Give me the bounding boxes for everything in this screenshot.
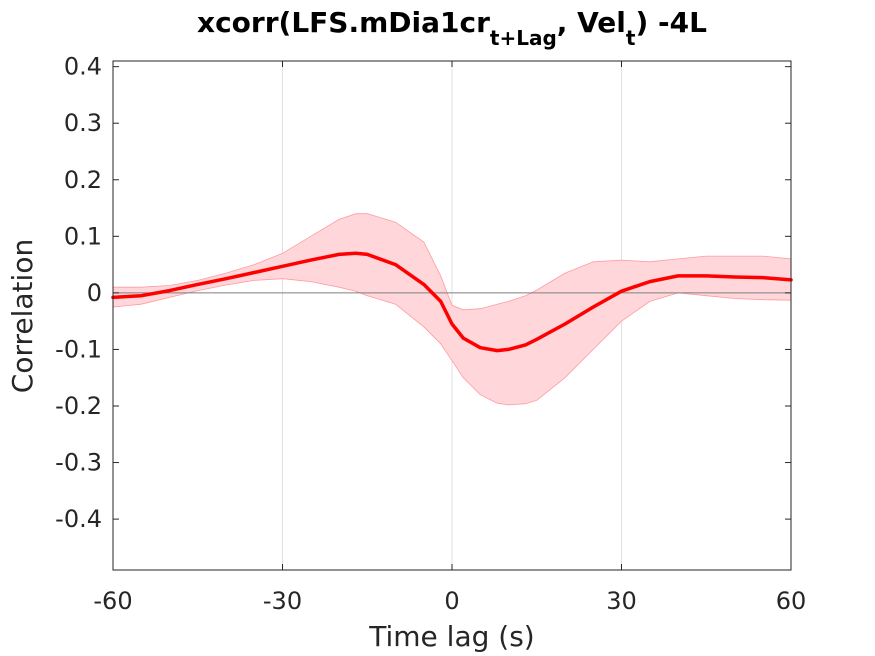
mean-line-layer [111,251,793,353]
title-subscript-2: t [626,26,636,50]
x-tick-label: -60 [93,587,132,615]
y-tick-label: -0.4 [55,505,102,533]
y-tick-label: 0.1 [64,222,102,250]
y-axis-label: Correlation [6,239,39,393]
y-tick-label: 0 [87,279,102,307]
title-mid: , Vel [557,6,626,39]
x-tick-label: 30 [606,587,637,615]
y-tick-label: 0.3 [64,109,102,137]
y-tick-label: 0.4 [64,53,102,81]
x-tick-label: -30 [263,587,302,615]
chart-title: xcorr(LFS.mDia1crt+Lag, Velt) -4L [197,6,707,50]
y-tick-label: 0.2 [64,166,102,194]
title-main: xcorr(LFS.mDia1cr [197,6,490,39]
x-tick-label: 0 [444,587,459,615]
title-subscript-1: t+Lag [490,26,557,50]
x-axis-label: Time lag (s) [368,620,534,653]
y-tick-layer: 0.4 0.3 0.2 0.1 0 -0.1 -0.2 -0.3 -0.4 [55,53,791,533]
title-tail: ) -4L [635,6,707,39]
x-tick-layer: -60 -30 0 30 60 [93,61,806,615]
x-tick-label: 60 [776,587,807,615]
y-tick-label: -0.3 [55,449,102,477]
mean-correlation-line [111,251,793,353]
y-tick-label: -0.1 [55,335,102,363]
y-tick-label: -0.2 [55,392,102,420]
